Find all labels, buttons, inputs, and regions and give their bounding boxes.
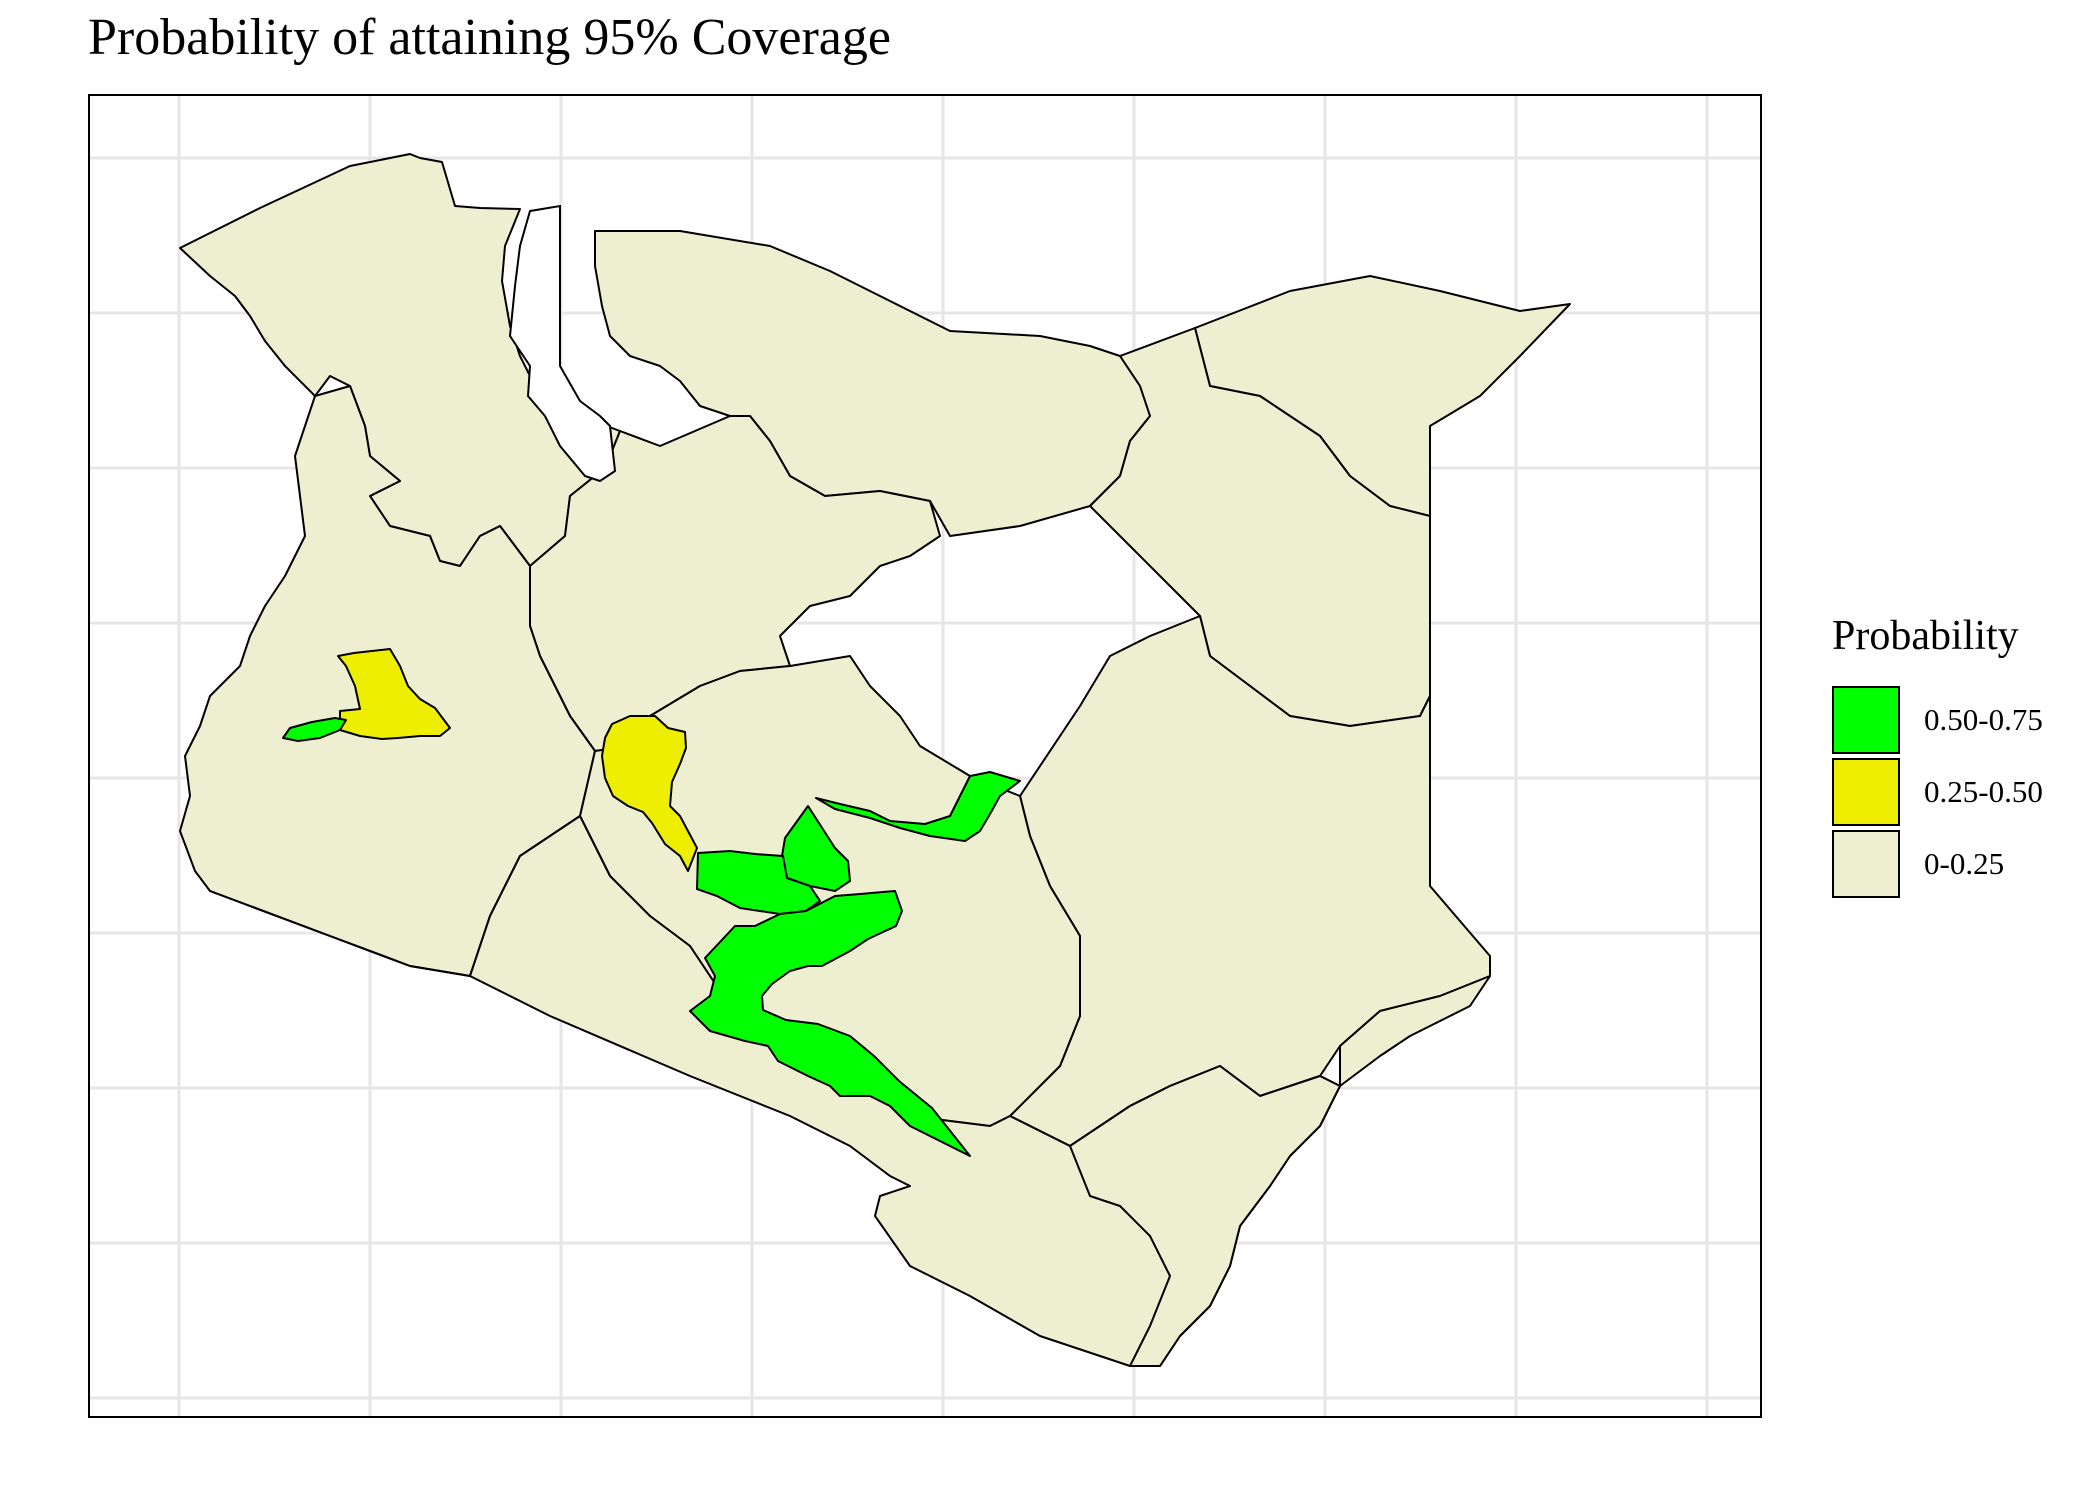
- region-western-green: [282, 717, 347, 742]
- legend-item: 0.25-0.50: [1832, 756, 2082, 828]
- legend: Probability 0.50-0.75 0.25-0.50 0-0.25: [1832, 612, 2082, 900]
- legend-label: 0.25-0.50: [1924, 774, 2043, 809]
- region-north-central: [594, 230, 1196, 537]
- legend-item: 0.50-0.75: [1832, 684, 2082, 756]
- map-title: Probability of attaining 95% Coverage: [88, 9, 891, 66]
- county-regions: [179, 153, 1571, 1367]
- map-panel: [88, 94, 1762, 1418]
- legend-label: 0.50-0.75: [1924, 702, 2043, 737]
- lake-turkana-notch: [508, 204, 617, 483]
- region-central-green-1: [815, 771, 1021, 842]
- region-coast-lower: [1069, 1065, 1341, 1367]
- region-coast: [1339, 975, 1491, 1087]
- region-rift-yellow: [601, 715, 698, 872]
- legend-swatch-mid: [1832, 758, 1900, 826]
- legend-title: Probability: [1832, 613, 2019, 659]
- legend-swatch-high: [1832, 686, 1900, 754]
- region-central-green-3: [696, 850, 821, 915]
- region-western-yellow: [337, 648, 451, 740]
- region-central-green-4: [689, 890, 971, 1157]
- kenya-map: [90, 96, 1760, 1416]
- legend-item: 0-0.25: [1832, 828, 2082, 900]
- legend-label: 0-0.25: [1924, 846, 2005, 881]
- legend-swatch-low: [1832, 830, 1900, 898]
